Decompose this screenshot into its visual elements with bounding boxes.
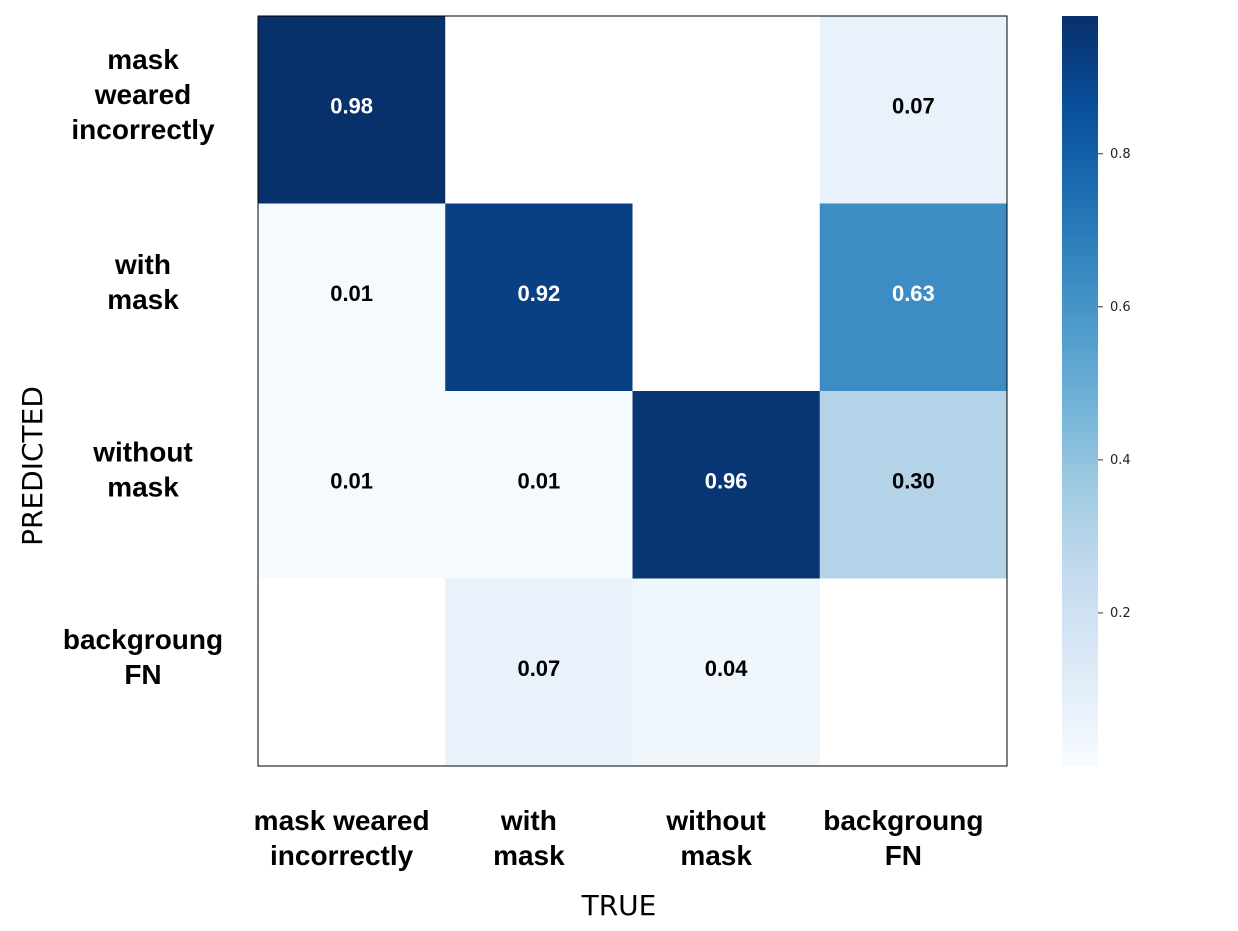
heatmap-cell-r1-c3 — [819, 203, 1008, 392]
cell-value-label-r2-c0: 0.01 — [330, 469, 373, 494]
cell-value-label-r2-c2: 0.96 — [705, 469, 748, 494]
y-tick-label-1: with mask — [107, 249, 179, 315]
heatmap-frame — [257, 15, 1008, 767]
y-tick-label-0: mask weared incorrectly — [71, 44, 215, 145]
heatmap-cell-r0-c2 — [632, 16, 821, 204]
heatmap-value-labels: 0.98 0.07 0.01 0.92 0.63 0.01 0.01 0.96 0.30 0.07… — [330, 94, 935, 682]
colorbar-ticks: 0.2 0.4 0.6 0.8 — [1098, 147, 1131, 621]
cell-value-label-r1-c0: 0.01 — [330, 281, 373, 306]
cell-value-label-r1-c1: 0.92 — [517, 281, 560, 306]
heatmap-cell-r0-c0 — [258, 16, 446, 204]
colorbar — [1062, 16, 1098, 766]
heatmap-cells — [258, 16, 1008, 767]
cell-value-label-r2-c3: 0.30 — [892, 469, 935, 494]
y-axis-title: PREDICTED — [16, 386, 49, 546]
cell-value-label-r3-c2: 0.04 — [705, 656, 749, 681]
x-tick-label-0: mask weared incorrectly — [254, 805, 430, 871]
colorbar-tick-label-0: 0.2 — [1110, 606, 1131, 621]
heatmap-cell-r3-c2 — [632, 578, 821, 767]
heatmap-cell-r3-c1 — [445, 578, 633, 767]
x-tick-label-1: with mask — [493, 805, 565, 871]
cell-value-label-r0-c3: 0.07 — [892, 94, 935, 119]
heatmap-cell-r0-c1 — [445, 16, 633, 204]
heatmap-cell-r2-c3 — [819, 391, 1008, 579]
x-tick-label-3: backgroung FN — [823, 805, 983, 871]
heatmap-cell-r3-c0 — [258, 578, 446, 767]
cell-value-label-r2-c1: 0.01 — [517, 469, 560, 494]
y-tick-label-2: without mask — [92, 436, 193, 502]
y-axis-tick-labels: mask weared incorrectly with mask without mask… — [63, 44, 223, 690]
heatmap-cell-r0-c3 — [819, 16, 1008, 204]
heatmap-cell-r1-c0 — [258, 203, 446, 392]
heatmap-cell-r2-c2 — [632, 391, 821, 579]
cell-value-label-r1-c3: 0.63 — [892, 281, 935, 306]
heatmap-cell-r2-c0 — [258, 391, 446, 579]
heatmap-cell-r2-c1 — [445, 391, 633, 579]
x-axis-tick-labels: mask weared incorrectly with mask without mas… — [254, 805, 984, 871]
colorbar-tick-label-1: 0.4 — [1110, 453, 1131, 468]
heatmap-cell-r1-c2 — [632, 203, 821, 392]
cell-value-label-r0-c0: 0.98 — [330, 94, 373, 119]
y-tick-label-3: backgroung FN — [63, 624, 223, 690]
heatmap-cell-r3-c3 — [819, 578, 1008, 767]
x-tick-label-2: without mask — [665, 805, 766, 871]
heatmap-cell-r1-c1 — [445, 203, 633, 392]
colorbar-tick-label-2: 0.6 — [1110, 300, 1131, 315]
colorbar-tick-label-3: 0.8 — [1110, 147, 1131, 162]
cell-value-label-r3-c1: 0.07 — [517, 656, 560, 681]
x-axis-title: TRUE — [581, 889, 657, 922]
